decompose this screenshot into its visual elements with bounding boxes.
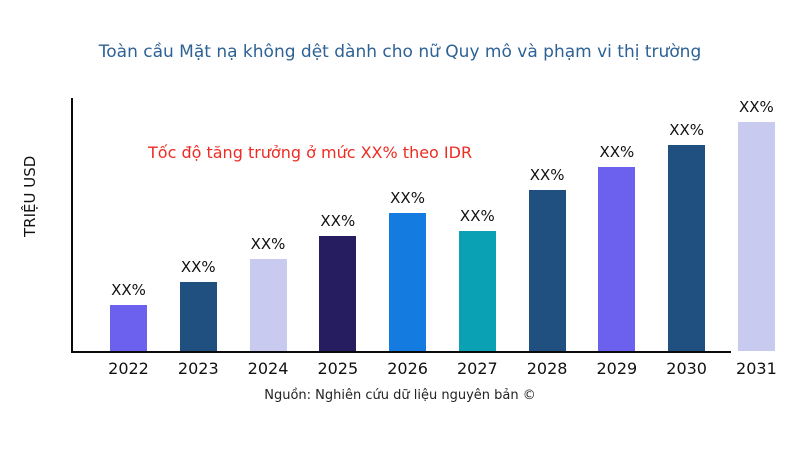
bar-2023 xyxy=(179,282,217,351)
bar-group-2029: XX% 2029 xyxy=(597,143,638,378)
bar-group-2031: XX% 2031 xyxy=(736,98,777,378)
growth-rate-annotation: Tốc độ tăng trưởng ở mức XX% theo IDR xyxy=(148,143,473,162)
bar-group-2025: XX% 2025 xyxy=(317,212,358,378)
plot-area: XX% 2022 XX% 2023 XX% 2024 XX% 2025 XX% 2026 XX% 20… xyxy=(71,98,777,378)
bar-group-2026: XX% 2026 xyxy=(387,189,428,378)
bar-group-2024: XX% 2024 xyxy=(248,235,289,378)
x-tick-label-2022: 2022 xyxy=(108,359,149,378)
x-axis-line xyxy=(71,351,731,353)
bar-value-label: XX% xyxy=(390,189,425,207)
bar-value-label: XX% xyxy=(180,258,216,276)
bar-value-label: XX% xyxy=(320,212,356,230)
bar-group-2023: XX% 2023 xyxy=(178,258,219,378)
x-tick-label-2023: 2023 xyxy=(177,359,219,378)
x-tick-label-2030: 2030 xyxy=(666,359,707,378)
bar-2030 xyxy=(668,145,706,351)
bar-group-2022: XX% 2022 xyxy=(108,281,149,378)
bar-2026 xyxy=(389,213,427,351)
chart-title: Toàn cầu Mặt nạ không dệt dành cho nữ Qu… xyxy=(98,42,702,62)
bar-2029 xyxy=(598,167,636,351)
x-tick-label-2024: 2024 xyxy=(247,359,289,378)
x-tick-label-2028: 2028 xyxy=(526,359,568,378)
bar-value-label: XX% xyxy=(529,166,565,184)
x-tick-label-2031: 2031 xyxy=(736,359,777,378)
bar-value-label: XX% xyxy=(738,98,774,116)
y-axis-line xyxy=(71,98,73,351)
bar-2024 xyxy=(249,259,287,351)
x-tick-label-2026: 2026 xyxy=(387,359,428,378)
bar-2025 xyxy=(319,236,357,351)
bar-value-label: XX% xyxy=(599,143,635,161)
y-axis-label: TRIỆU USD xyxy=(21,155,39,237)
bar-value-label: XX% xyxy=(111,281,146,299)
bar-value-label: XX% xyxy=(459,207,495,225)
bar-group-2028: XX% 2028 xyxy=(527,166,568,378)
bar-value-label: XX% xyxy=(250,235,286,253)
bar-2027 xyxy=(458,231,496,351)
x-tick-label-2025: 2025 xyxy=(317,359,359,378)
x-tick-label-2029: 2029 xyxy=(596,359,638,378)
bar-2028 xyxy=(528,190,566,351)
x-tick-label-2027: 2027 xyxy=(456,359,498,378)
bar-2022 xyxy=(110,305,147,351)
bar-value-label: XX% xyxy=(669,121,705,139)
bar-group-2030: XX% 2030 xyxy=(666,121,707,378)
source-footer: Nguồn: Nghiên cứu dữ liệu nguyên bản © xyxy=(264,388,536,403)
bars-region: XX% 2022 XX% 2023 XX% 2024 XX% 2025 XX% 2026 XX% 20… xyxy=(108,98,777,378)
bar-group-2027: XX% 2027 xyxy=(457,207,498,378)
bar-2031 xyxy=(737,122,775,351)
